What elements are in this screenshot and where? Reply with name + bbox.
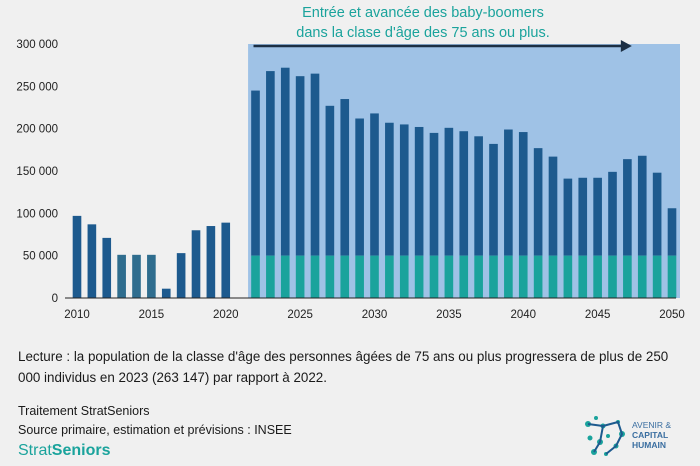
x-tick-label: 2040 <box>510 309 536 321</box>
bar-base-2044 <box>578 255 588 298</box>
bar-2029 <box>355 118 364 256</box>
bar-base-2030 <box>370 255 379 298</box>
bar-2041 <box>533 148 543 256</box>
reading-note: Lecture : la population de la classe d'â… <box>18 349 669 385</box>
bar-2033 <box>414 126 424 256</box>
x-tick-label: 2045 <box>585 309 611 321</box>
x-tick-label: 2025 <box>287 309 313 321</box>
avenir-capital-humain-logo-icon <box>585 416 625 456</box>
x-tick-label: 2030 <box>362 309 388 321</box>
y-tick-label: 50 000 <box>23 251 58 263</box>
bar-base-2024 <box>280 255 290 298</box>
bar-base-2033 <box>414 255 424 298</box>
bar-base-2031 <box>385 255 394 298</box>
x-tick-label: 2050 <box>659 309 685 321</box>
bar-2034 <box>429 132 439 256</box>
treatment-credit: Traitement StratSeniors <box>18 404 150 418</box>
bar-2047 <box>623 159 632 256</box>
bar-2046 <box>608 171 617 256</box>
bar-2032 <box>399 124 409 256</box>
bar-series <box>72 67 677 298</box>
stratseniors-logo: StratSeniors <box>18 442 111 459</box>
bar-2027 <box>325 105 335 256</box>
bar-base-2039 <box>504 255 513 298</box>
bar-2020 <box>221 222 231 298</box>
bar-base-2022 <box>251 255 260 298</box>
bar-2017 <box>176 253 186 298</box>
bar-2031 <box>385 122 394 256</box>
y-axis: 0 50 000 100 000 150 000 200 000 250 000 300 0… <box>16 39 58 305</box>
bar-base-2035 <box>444 255 454 298</box>
bar-2022 <box>251 90 260 256</box>
bar-2049 <box>652 172 662 256</box>
bar-base-2042 <box>548 255 558 298</box>
bar-chart: 0 50 000 100 000 150 000 200 000 250 000 300 0… <box>16 39 685 321</box>
source-credit: Source primaire, estimation et prévision… <box>18 423 292 437</box>
bar-2039 <box>504 129 513 256</box>
bar-2040 <box>518 132 528 256</box>
bar-2010 <box>72 215 82 298</box>
bar-base-2047 <box>623 255 632 298</box>
bar-2016 <box>161 288 171 298</box>
bar-2026 <box>310 73 320 256</box>
bar-base-2045 <box>593 255 602 298</box>
bar-2037 <box>474 136 483 256</box>
bar-base-2049 <box>652 255 662 298</box>
bar-2036 <box>459 131 469 256</box>
bar-2019 <box>206 226 216 298</box>
bar-2012 <box>102 237 112 298</box>
bar-2023 <box>266 71 275 256</box>
annotation-line-2: dans la clase d'âge des 75 ans ou plus. <box>296 25 550 41</box>
y-tick-label: 100 000 <box>16 208 58 220</box>
y-tick-label: 250 000 <box>16 81 58 93</box>
bar-base-2032 <box>399 255 409 298</box>
bar-base-2025 <box>295 255 305 298</box>
y-tick-label: 300 000 <box>16 39 58 51</box>
annotation-line-1: Entrée et avancée des baby-boomers <box>302 5 544 21</box>
bar-base-2046 <box>608 255 617 298</box>
bar-base-2041 <box>533 255 543 298</box>
y-tick-label: 0 <box>52 293 58 305</box>
bar-2038 <box>489 143 498 256</box>
bar-2042 <box>548 156 558 256</box>
bar-2013 <box>117 254 126 298</box>
x-axis: 2010 2015 2020 2025 2030 2035 2040 2045 2050 <box>64 309 685 321</box>
bar-2018 <box>191 230 201 298</box>
x-tick-label: 2010 <box>64 309 90 321</box>
logo-text: AVENIR & CAPITAL HUMAIN <box>632 420 672 450</box>
bar-2035 <box>444 127 454 256</box>
bar-base-2038 <box>489 255 498 298</box>
projection-arrow <box>253 40 632 52</box>
y-tick-label: 150 000 <box>16 166 58 178</box>
bar-2025 <box>295 76 305 256</box>
bar-base-2028 <box>340 255 350 298</box>
bar-base-2048 <box>637 255 647 298</box>
bar-base-2027 <box>325 255 335 298</box>
bar-2043 <box>563 178 573 256</box>
bar-base-2026 <box>310 255 320 298</box>
projection-annotation: Entrée et avancée des baby-boomers dans … <box>258 3 588 43</box>
bar-base-2040 <box>518 255 528 298</box>
bar-2028 <box>340 99 350 256</box>
bar-2024 <box>280 67 290 256</box>
bar-2045 <box>593 177 602 256</box>
bar-base-2034 <box>429 255 439 298</box>
bar-2050 <box>667 208 677 256</box>
bar-base-2036 <box>459 255 469 298</box>
x-tick-label: 2015 <box>139 309 165 321</box>
x-tick-label: 2035 <box>436 309 462 321</box>
bar-base-2029 <box>355 255 364 298</box>
bar-2011 <box>87 224 97 298</box>
bar-2015 <box>147 254 156 298</box>
bar-base-2037 <box>474 255 483 298</box>
y-tick-label: 200 000 <box>16 124 58 136</box>
bar-2044 <box>578 177 588 256</box>
bar-2048 <box>637 155 647 256</box>
bar-base-2023 <box>266 255 275 298</box>
bar-2014 <box>132 254 141 298</box>
bar-base-2043 <box>563 255 573 298</box>
x-tick-label: 2020 <box>213 309 239 321</box>
bar-base-2050 <box>667 255 677 298</box>
bar-2030 <box>370 113 379 256</box>
